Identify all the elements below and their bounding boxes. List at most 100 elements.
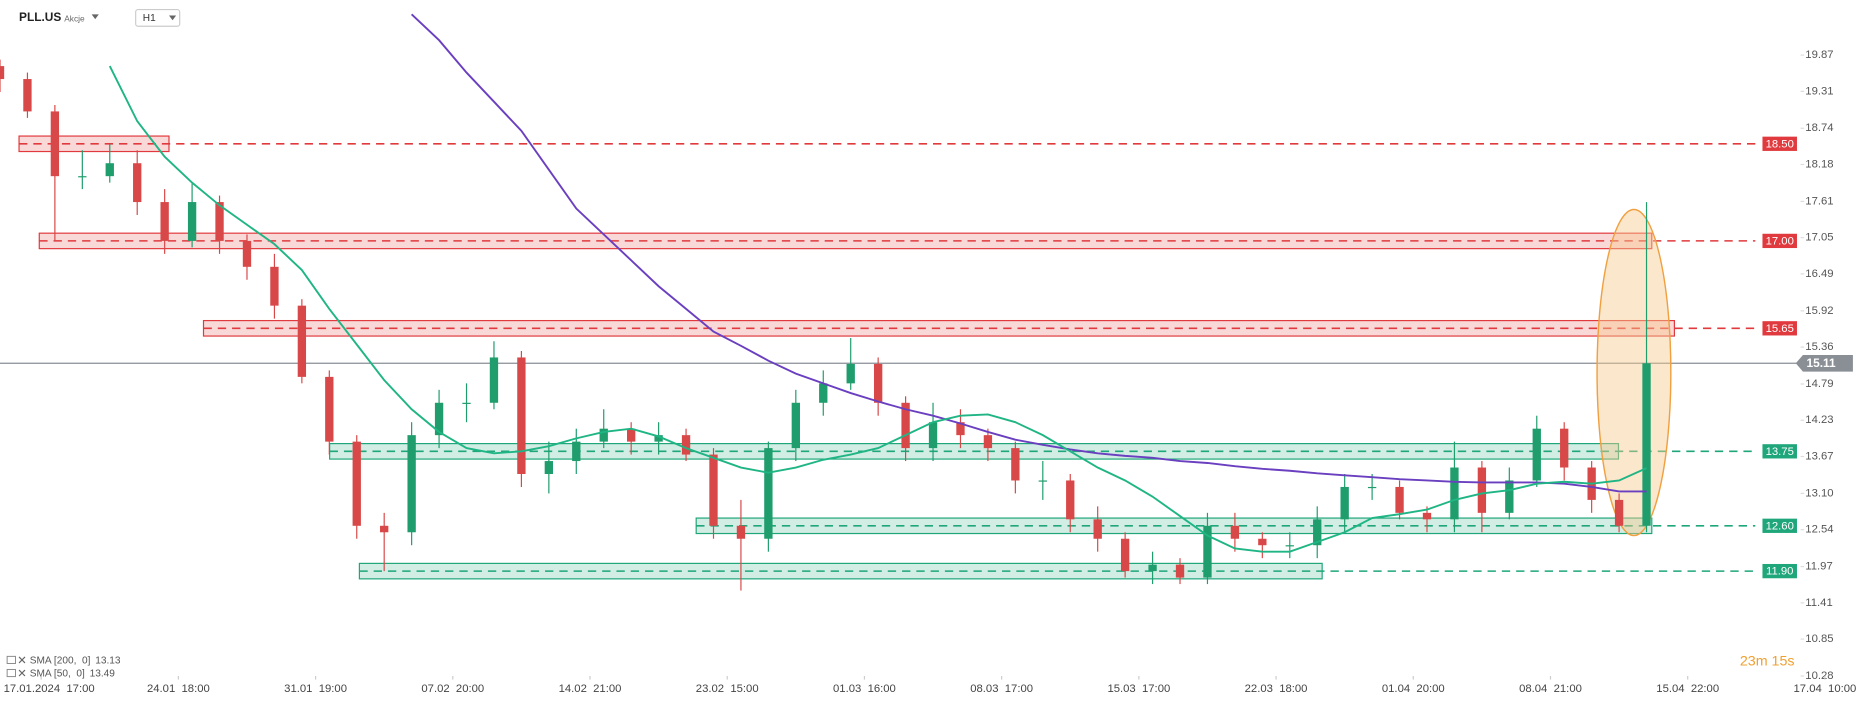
- candle-body: [709, 454, 718, 526]
- candle-body: [50, 111, 60, 177]
- y-tick-label: 11.97: [1805, 561, 1832, 573]
- x-tick-label: 24.01 18:00: [147, 683, 210, 695]
- candle-body: [23, 79, 32, 112]
- y-tick-label: 16.49: [1805, 268, 1833, 280]
- highlight-ellipse: [1596, 208, 1672, 537]
- candle-body: [1367, 486, 1377, 489]
- x-tick-label: 23.02 15:00: [696, 683, 759, 695]
- sma-line: [108, 65, 1647, 553]
- candle-body: [270, 266, 279, 306]
- candle-body: [1340, 486, 1349, 520]
- candle-body: [242, 240, 252, 267]
- candle-body: [215, 202, 224, 241]
- candle-body: [928, 422, 938, 449]
- current-price-tag: [1795, 354, 1853, 372]
- level-tag: [1762, 233, 1797, 249]
- candle-body: [791, 402, 800, 449]
- candle-body: [819, 383, 828, 403]
- candle-body: [325, 376, 334, 442]
- legend-name: SMA [50, 0]: [30, 668, 85, 679]
- candle-body: [462, 402, 471, 404]
- legend-toggle: [18, 656, 26, 664]
- candle-body: [187, 202, 197, 241]
- y-tick-label: 13.10: [1805, 487, 1833, 499]
- level-tag: [1762, 444, 1797, 459]
- candle-body: [544, 461, 554, 474]
- candle-body: [1313, 519, 1322, 546]
- candle-body: [983, 435, 993, 449]
- x-tick-label: 14.02 21:00: [559, 683, 622, 695]
- level-label: 18.50: [1766, 138, 1794, 150]
- x-tick-label: 22.03 18:00: [1245, 683, 1308, 695]
- candle-body: [873, 363, 883, 403]
- level-label: 11.90: [1766, 566, 1793, 578]
- candle-body: [1285, 545, 1294, 547]
- candle-body: [681, 435, 691, 455]
- candle-body: [297, 305, 307, 377]
- level-tag: [1762, 563, 1797, 579]
- candle-body: [1422, 512, 1432, 520]
- candle-body: [1175, 564, 1185, 578]
- legend-value: 13.13: [95, 655, 121, 666]
- y-tick-label: 14.23: [1805, 414, 1833, 426]
- y-tick-label: 15.36: [1805, 341, 1833, 353]
- candle-body: [1258, 538, 1267, 546]
- y-tick-label: 10.28: [1805, 670, 1833, 682]
- x-tick-label: 17.01.2024 17:00: [4, 683, 95, 695]
- candle-body: [1230, 525, 1240, 539]
- dropdown-arrow[interactable]: [91, 14, 99, 20]
- timeframe: H1: [143, 13, 156, 24]
- dropdown-arrow: [168, 15, 177, 21]
- y-tick-label: 12.54: [1805, 524, 1833, 536]
- x-tick-label: 15.03 17:00: [1107, 683, 1170, 695]
- candle-body: [434, 402, 444, 436]
- candle-body: [1148, 564, 1157, 572]
- candle-body: [78, 176, 87, 178]
- candle-body: [764, 448, 773, 539]
- candle-body: [1505, 480, 1514, 513]
- candle-body: [627, 428, 636, 442]
- candle-body: [1532, 428, 1541, 481]
- x-tick-label: 07.02 20:00: [421, 683, 484, 695]
- legend-icon: [6, 655, 16, 664]
- level-label: 12.60: [1766, 520, 1794, 532]
- y-tick-label: 17.05: [1805, 232, 1833, 244]
- y-tick-label: 11.41: [1805, 597, 1832, 609]
- candle-body: [1477, 467, 1487, 513]
- candle-body: [0, 66, 5, 80]
- candle-body: [1614, 499, 1624, 526]
- y-tick-label: 15.92: [1805, 305, 1833, 317]
- asset-class: Akcje: [64, 13, 85, 23]
- y-tick-label: 19.87: [1805, 49, 1833, 61]
- candle-body: [1038, 480, 1047, 482]
- candle-body: [1120, 538, 1130, 572]
- candle-body: [380, 525, 389, 533]
- legend-toggle: [18, 669, 26, 677]
- y-tick-label: 18.18: [1805, 158, 1833, 170]
- candle-body: [1395, 486, 1404, 513]
- level-label: 15.65: [1766, 323, 1794, 335]
- y-tick-label: 14.79: [1805, 378, 1833, 390]
- candle-body: [572, 441, 581, 462]
- candle-timer: 23m 15s: [1740, 653, 1795, 669]
- candle-body: [1203, 525, 1212, 578]
- level-tag: [1762, 321, 1797, 336]
- x-tick-label: 08.04 21:00: [1519, 683, 1582, 695]
- candle-body: [901, 402, 910, 449]
- current-price-label: 15.11: [1806, 356, 1835, 370]
- x-tick-label: 15.04 22:00: [1656, 683, 1719, 695]
- level-label: 13.75: [1766, 446, 1794, 458]
- timeframe-select[interactable]: [135, 8, 181, 27]
- x-tick-label: 01.04 20:00: [1382, 683, 1445, 695]
- y-tick-label: 13.67: [1805, 450, 1833, 462]
- candle-body: [1450, 467, 1459, 520]
- y-tick-label: 18.74: [1805, 122, 1833, 134]
- candle-body: [1560, 428, 1569, 468]
- candle-body: [599, 428, 608, 442]
- ticker: PLL.US: [19, 10, 61, 24]
- candle-body: [956, 422, 965, 436]
- legend-name: SMA [200, 0]: [30, 655, 91, 666]
- x-tick-label: 01.03 16:00: [833, 683, 896, 695]
- legend-value: 13.49: [90, 668, 116, 679]
